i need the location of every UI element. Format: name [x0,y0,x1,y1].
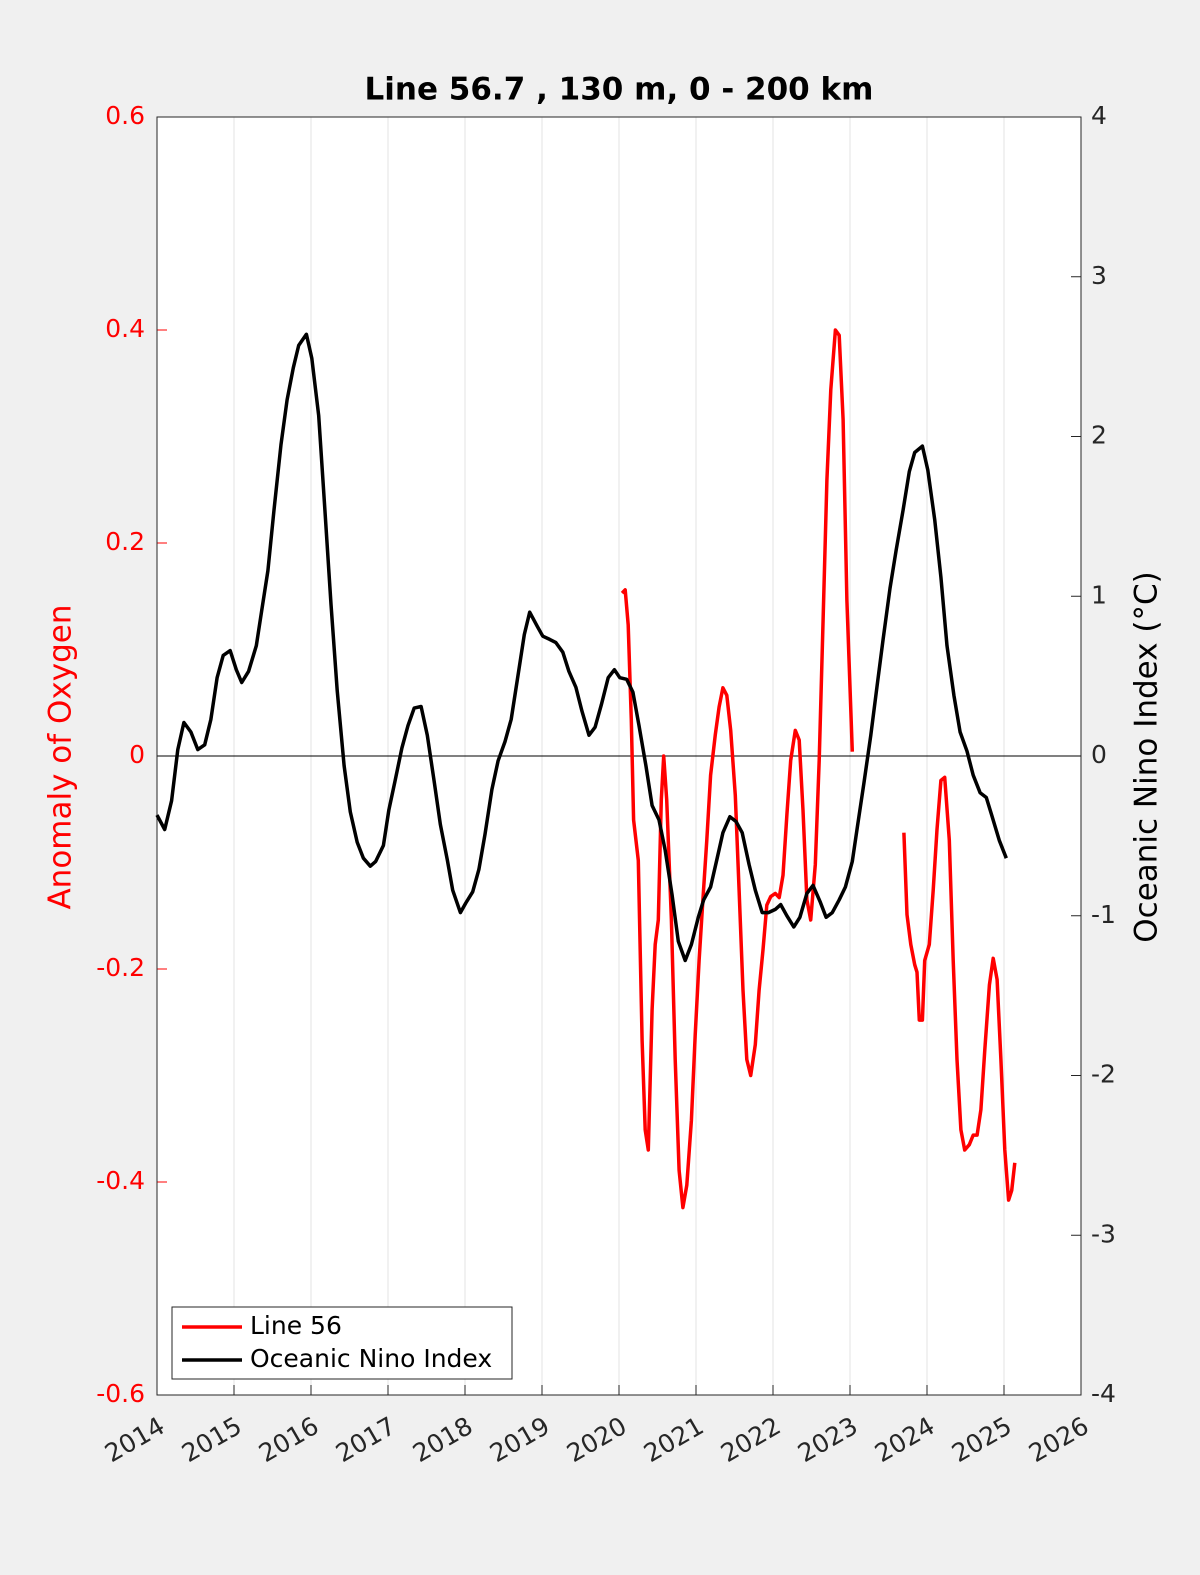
y-tick-label: 0.2 [105,527,145,556]
y-tick-label: 0 [129,740,145,769]
x-tick-label: 2016 [254,1411,324,1468]
y2-tick-label: -2 [1091,1060,1116,1089]
y2-tick-label: 0 [1091,740,1107,769]
series-line [902,775,1017,1202]
series-line [155,332,1008,963]
legend-label: Oceanic Nino Index [250,1344,492,1373]
legend-box [171,1306,513,1380]
y-tick-label: 0.6 [105,101,145,130]
x-tick-label: 2020 [562,1411,632,1468]
plot-frame [156,116,1082,1396]
x-tick-label: 2019 [485,1411,555,1468]
y2-tick-label: 1 [1091,580,1107,609]
y2-tick-label: -4 [1091,1379,1116,1408]
y2-axis-label: Oceanic Nino Index (°C) [1129,571,1165,942]
x-tick-label: 2025 [947,1411,1017,1468]
y-tick-label: -0.6 [96,1379,145,1408]
x-tick-label: 2017 [331,1411,401,1468]
x-tick-label: 2024 [870,1411,940,1468]
x-tick-label: 2021 [639,1411,709,1468]
y-tick-label: -0.4 [96,1166,145,1195]
y2-tick-label: -3 [1091,1219,1116,1248]
x-tick-label: 2022 [716,1411,786,1468]
x-tick-label: 2014 [100,1411,170,1468]
y2-tick-label: 3 [1091,261,1107,290]
y2-tick-label: 4 [1091,101,1107,130]
y2-tick-label: 2 [1091,421,1107,450]
x-tick-label: 2018 [408,1411,478,1468]
x-tick-label: 2026 [1024,1411,1094,1468]
y-tick-label: 0.4 [105,314,145,343]
series-line [620,328,855,1210]
y2-tick-label: -1 [1091,900,1116,929]
chart-title: Line 56.7 , 130 m, 0 - 200 km [365,72,874,108]
y-axis-label: Anomaly of Oxygen [43,604,79,909]
x-tick-label: 2023 [793,1411,863,1468]
legend-label: Line 56 [250,1311,342,1340]
x-tick-label: 2015 [177,1411,247,1468]
y-tick-label: -0.2 [96,953,145,982]
